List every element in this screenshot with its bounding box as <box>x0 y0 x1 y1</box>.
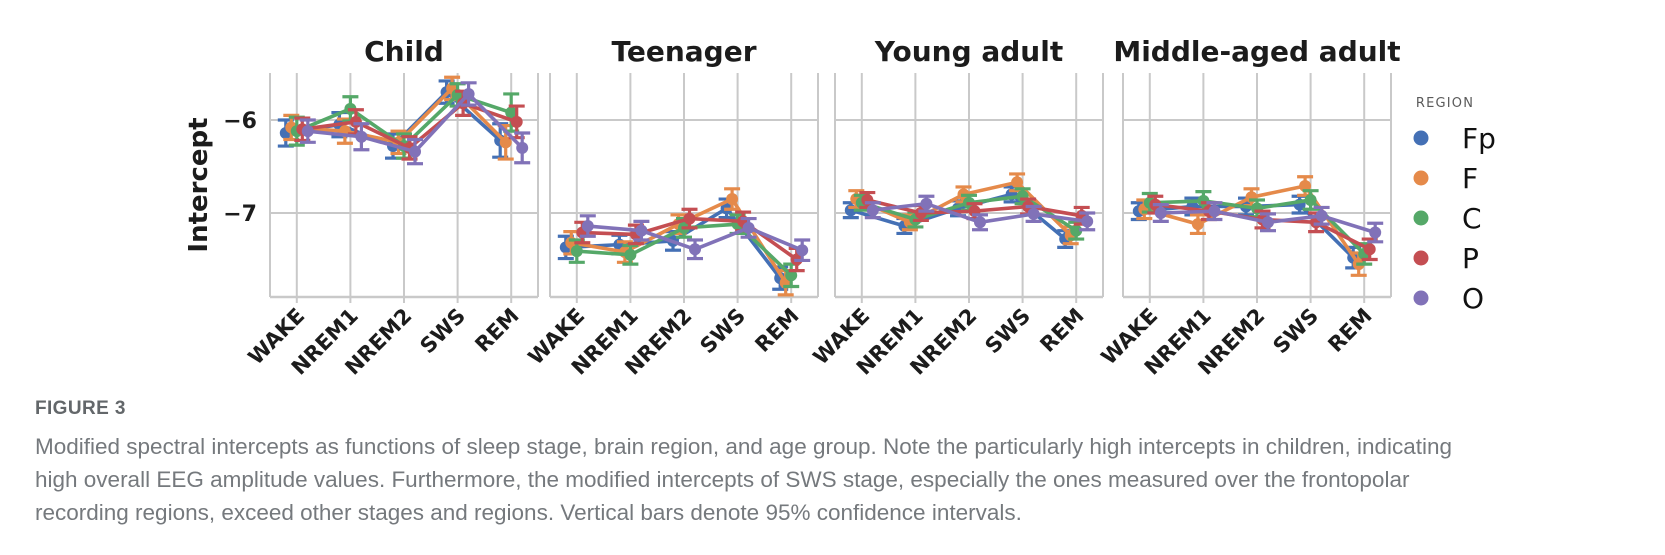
data-point <box>1081 215 1094 228</box>
data-point <box>1369 226 1382 239</box>
caption-line: Modified spectral intercepts as function… <box>35 434 1453 459</box>
facet-title-middle-aged-adult: Middle-aged adult <box>1113 35 1400 68</box>
data-point <box>974 216 986 229</box>
y-axis: −6 −7 Intercept <box>184 109 257 253</box>
data-point <box>1304 193 1317 206</box>
facet-title-child: Child <box>364 35 444 68</box>
y-tick-label: −7 <box>223 202 257 227</box>
legend-label-P: P <box>1462 242 1479 275</box>
data-point <box>796 244 809 257</box>
legend-swatch-Fp <box>1413 130 1429 146</box>
facet-title-teenager: Teenager <box>611 35 756 68</box>
series-F <box>1136 175 1367 277</box>
data-point <box>624 248 637 261</box>
series-O <box>579 214 811 263</box>
x-tick-label: SWS <box>1268 304 1323 359</box>
data-point <box>726 193 739 206</box>
x-tick-label: REM <box>470 304 523 357</box>
data-point <box>510 115 523 128</box>
data-point <box>785 269 798 282</box>
caption-line: recording regions, exceed other stages a… <box>35 500 1022 525</box>
y-axis-label: Intercept <box>184 117 214 252</box>
data-point <box>1070 224 1083 237</box>
data-point <box>1191 218 1204 231</box>
legend-label-C: C <box>1462 202 1482 235</box>
legend-title: REGION <box>1416 96 1474 111</box>
data-point <box>1262 216 1274 229</box>
data-point <box>1027 207 1040 220</box>
data-point <box>499 136 512 149</box>
data-point <box>689 243 701 256</box>
data-point <box>1299 180 1312 193</box>
y-tick-label: −6 <box>223 109 257 134</box>
legend-label-F: F <box>1462 162 1478 195</box>
data-point <box>409 145 421 158</box>
x-tick-label: SWS <box>415 304 470 359</box>
data-point <box>301 125 314 138</box>
data-point <box>742 221 755 234</box>
data-point <box>570 245 583 258</box>
legend-swatch-O <box>1413 290 1429 306</box>
data-point <box>1154 207 1167 219</box>
x-tick-label: REM <box>1035 304 1088 357</box>
data-point <box>920 197 933 210</box>
figure-label: FIGURE 3 <box>35 398 126 419</box>
data-point <box>1363 243 1376 256</box>
series-O <box>299 81 531 166</box>
x-tick-label: REM <box>1323 304 1376 357</box>
series-O <box>1152 201 1384 244</box>
x-tick-label: SWS <box>980 304 1035 359</box>
data-point <box>1208 205 1221 218</box>
legend-label-Fp: Fp <box>1462 122 1496 155</box>
data-point <box>505 106 518 119</box>
series-O <box>864 194 1096 232</box>
legend-swatch-C <box>1413 210 1429 226</box>
data-point <box>355 130 368 143</box>
x-tick-label: REM <box>750 304 803 357</box>
caption-text: Modified spectral intercepts as function… <box>35 430 1452 529</box>
data-point <box>581 220 594 233</box>
figure-caption: FIGURE 3 Modified spectral intercepts as… <box>35 398 1452 529</box>
legend-swatch-P <box>1413 250 1429 266</box>
data-point <box>516 141 529 154</box>
data-point <box>866 204 879 217</box>
legend-label-O: O <box>1462 282 1484 315</box>
data-point <box>683 212 696 225</box>
legend-swatch-F <box>1413 170 1429 186</box>
caption-line: high overall EEG amplitude values. Furth… <box>35 467 1410 492</box>
facet-title-young-adult: Young adult <box>874 35 1063 68</box>
data-point <box>462 87 475 100</box>
data-point <box>635 224 648 237</box>
data-point <box>1315 209 1328 222</box>
x-tick-label: SWS <box>695 304 750 359</box>
data-point <box>1011 176 1024 189</box>
